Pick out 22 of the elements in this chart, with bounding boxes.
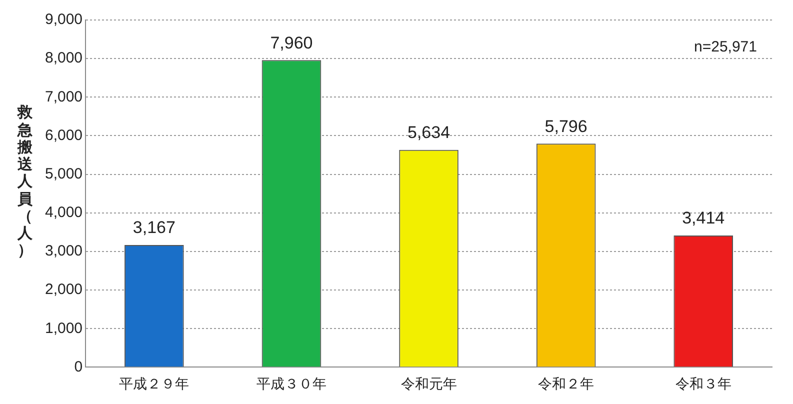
y-tick-label: 8,000 bbox=[44, 50, 83, 67]
y-tick-label: 6,000 bbox=[44, 126, 83, 144]
y-tick-label: 5,000 bbox=[44, 165, 83, 182]
data-label: 3,167 bbox=[132, 218, 176, 238]
y-tick-label: 9,000 bbox=[44, 11, 83, 28]
x-tick-label: 令和２年 bbox=[538, 375, 594, 392]
data-label: 5,634 bbox=[407, 123, 450, 142]
x-tick-label: 平成３０年 bbox=[256, 375, 326, 392]
y-tick-label: 1,000 bbox=[44, 320, 83, 337]
y-tick-label: 0 bbox=[74, 358, 83, 376]
data-label: 3,414 bbox=[682, 208, 725, 228]
data-label: 5,796 bbox=[544, 116, 588, 136]
text: 救急搬送人員（人） bbox=[18, 104, 32, 260]
x-tick-label: 令和元年 bbox=[400, 375, 457, 392]
x-tick-label: 令和３年 bbox=[675, 375, 732, 392]
annotation: n=25,971 bbox=[694, 38, 757, 56]
y-tick-label: 2,000 bbox=[44, 281, 83, 298]
y-tick-label: 4,000 bbox=[44, 204, 83, 222]
data-label: 7,960 bbox=[270, 33, 313, 52]
y-tick-label: 7,000 bbox=[44, 88, 83, 106]
x-tick-label: 平成２９年 bbox=[119, 375, 190, 392]
y-tick-label: 3,000 bbox=[44, 242, 83, 260]
